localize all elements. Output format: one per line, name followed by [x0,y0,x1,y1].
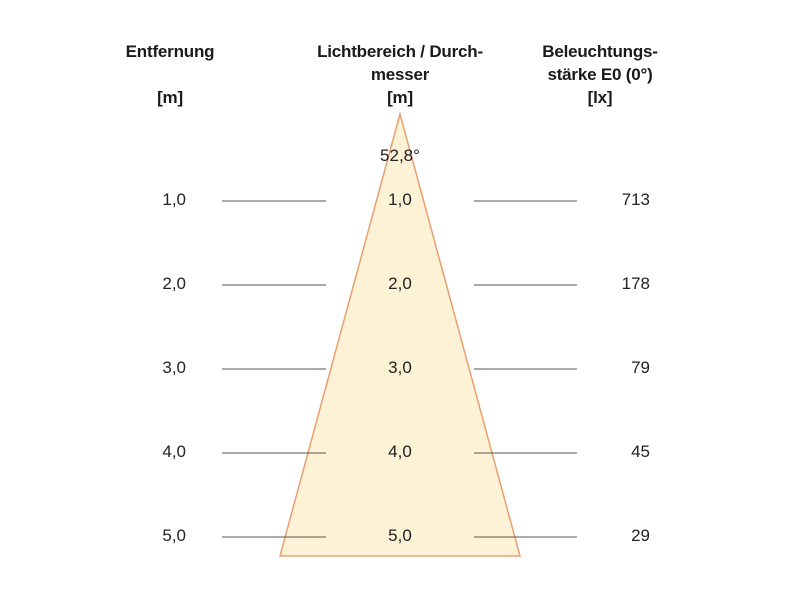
beam-header-line2: messer [370,65,430,84]
illuminance-header-line1: Beleuchtungs- [542,42,658,61]
row-lines [222,200,577,538]
beam-diameter-header: Lichtbereich / Durch- messer [m] [300,40,500,109]
diameter-value: 2,0 [388,274,412,293]
distance-value: 4,0 [162,442,186,461]
distance-header: Entfernung [m] [100,40,240,109]
beam-angle-label: 52,8° [380,146,420,165]
distance-value: 2,0 [162,274,186,293]
illuminance-header-line2: stärke E0 (0°) [547,65,653,84]
distance-header-line1: Entfernung [125,42,215,61]
diameter-value: 1,0 [388,190,412,209]
illuminance-value: 29 [631,526,650,545]
light-cone [279,111,521,557]
diameter-value: 3,0 [388,358,412,377]
distance-value: 3,0 [162,358,186,377]
distance-value: 5,0 [162,526,186,545]
diameter-value: 4,0 [388,442,412,461]
distance-value: 1,0 [162,190,186,209]
distance-header-unit: [m] [157,88,183,107]
illuminance-header-unit: [lx] [587,88,613,107]
illuminance-value: 713 [621,190,650,209]
beam-header-line1: Lichtbereich / Durch- [317,42,483,61]
beam-header-unit: [m] [387,88,413,107]
illuminance-value: 79 [631,358,650,377]
diameter-value: 5,0 [388,526,412,545]
illuminance-value: 178 [621,274,650,293]
illuminance-header: Beleuchtungs- stärke E0 (0°) [lx] [520,40,680,109]
illuminance-value: 45 [631,442,650,461]
